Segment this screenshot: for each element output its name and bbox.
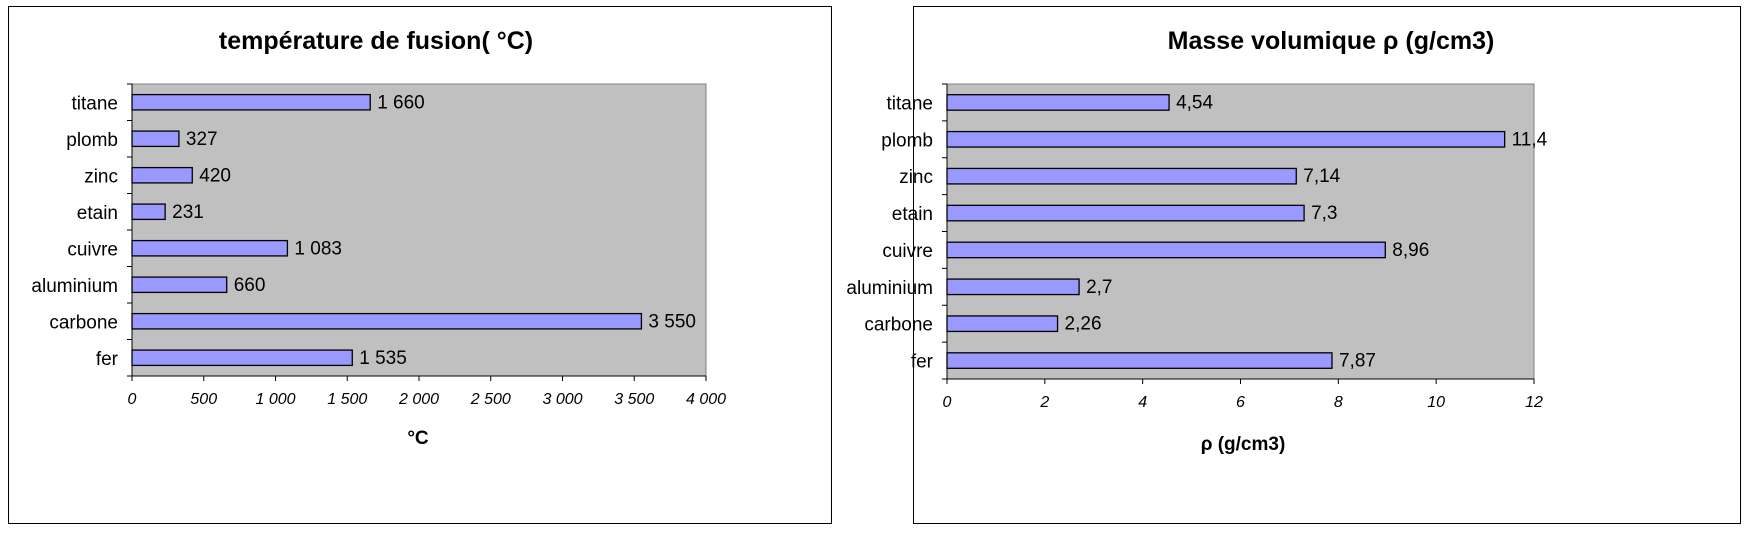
data-label: 327 xyxy=(186,129,218,150)
category-label: plomb xyxy=(881,130,933,151)
chart-density: Masse volumique ρ (g/cm3) ρ (g/cm3) 0 2 4 6… xyxy=(846,6,1741,524)
data-label: 4,54 xyxy=(1176,92,1213,113)
x-tick-label: 3 500 xyxy=(614,391,654,408)
bar xyxy=(946,241,1386,259)
bar xyxy=(131,130,180,148)
chart-melting-temperature-svg: température de fusion( °C) °C 0 500 1 000 1… xyxy=(31,27,726,449)
x-tick-label: 0 xyxy=(128,391,137,408)
data-label: 8,96 xyxy=(1392,240,1429,261)
x-tick-label: 1 000 xyxy=(255,391,295,408)
plot-area xyxy=(131,83,707,377)
category-label: cuivre xyxy=(67,239,118,260)
x-tick-label: 6 xyxy=(1236,394,1245,411)
plot-area xyxy=(946,83,1535,380)
category-label: fer xyxy=(911,352,934,373)
x-tick-label: 2 500 xyxy=(470,391,511,408)
x-tick-label: 2 xyxy=(1039,394,1049,411)
bar xyxy=(946,130,1506,148)
category-label: titane xyxy=(887,93,933,114)
category-label: aluminium xyxy=(31,276,118,297)
chart-density-svg: Masse volumique ρ (g/cm3) ρ (g/cm3) 0 2 4 6… xyxy=(846,27,1548,455)
category-label: etain xyxy=(77,203,118,224)
bar xyxy=(946,167,1297,185)
data-label: 660 xyxy=(234,275,266,296)
category-label: aluminium xyxy=(846,278,933,299)
data-label: 231 xyxy=(172,202,204,223)
chart-title: Masse volumique ρ (g/cm3) xyxy=(1168,27,1495,55)
x-axis-label: ρ (g/cm3) xyxy=(1201,434,1286,455)
data-label: 3 550 xyxy=(648,311,696,332)
data-label: 7,87 xyxy=(1339,351,1376,372)
bar xyxy=(131,312,643,330)
chart-title: température de fusion( °C) xyxy=(219,27,533,55)
bar xyxy=(946,204,1305,222)
x-tick-label: 0 xyxy=(943,394,952,411)
data-label: 11,4 xyxy=(1512,129,1548,150)
bar xyxy=(131,166,193,184)
x-tick-label: 10 xyxy=(1427,394,1445,411)
bar xyxy=(946,352,1333,369)
bar xyxy=(946,278,1080,296)
category-label: cuivre xyxy=(882,241,933,262)
bar xyxy=(131,203,166,221)
bar xyxy=(946,94,1170,111)
x-tick-label: 12 xyxy=(1525,394,1543,411)
x-tick-label: 4 xyxy=(1138,394,1147,411)
x-tick-label: 3 000 xyxy=(542,391,582,408)
category-label: zinc xyxy=(84,166,118,187)
x-axis-label: °C xyxy=(407,428,429,449)
category-label: zinc xyxy=(899,167,933,188)
category-label: titane xyxy=(72,93,118,114)
bar xyxy=(946,315,1059,333)
bar xyxy=(131,349,353,367)
category-label: carbone xyxy=(49,312,118,333)
x-tick-label: 2 000 xyxy=(398,391,439,408)
data-label: 7,14 xyxy=(1303,166,1340,187)
data-label: 7,3 xyxy=(1311,203,1337,224)
data-label: 2,26 xyxy=(1065,314,1102,335)
data-label: 1 660 xyxy=(377,92,425,113)
category-label: plomb xyxy=(66,130,118,151)
data-label: 420 xyxy=(199,165,231,186)
bar xyxy=(131,239,289,257)
category-label: etain xyxy=(892,204,933,225)
data-label: 1 535 xyxy=(359,348,407,369)
bar xyxy=(131,93,371,111)
data-label: 1 083 xyxy=(294,238,342,259)
bar xyxy=(131,276,228,294)
x-tick-label: 1 500 xyxy=(327,391,367,408)
data-label: 2,7 xyxy=(1086,277,1112,298)
category-label: fer xyxy=(96,349,119,370)
x-tick-label: 4 000 xyxy=(686,391,726,408)
x-tick-label: 8 xyxy=(1334,394,1343,411)
x-tick-label: 500 xyxy=(190,391,217,408)
category-label: carbone xyxy=(864,315,933,336)
chart-melting-temperature: température de fusion( °C) °C 0 500 1 000 1… xyxy=(8,6,832,524)
